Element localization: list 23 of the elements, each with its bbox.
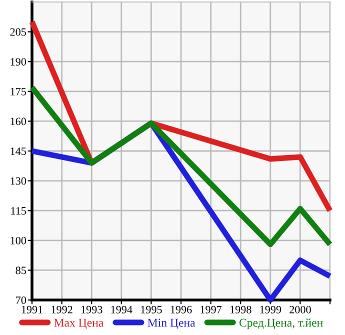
y-tick-label: 70: [16, 296, 26, 304]
legend-label: Сред.Цена, т.йен: [239, 318, 323, 330]
x-tick-label: 1999: [260, 306, 282, 314]
y-tick-label: 175: [10, 88, 26, 96]
x-tick-label: 1994: [111, 306, 132, 314]
x-tick-label: 1995: [141, 306, 162, 314]
x-tick-label: 1992: [52, 306, 72, 314]
y-tick-label: 205: [10, 28, 26, 36]
x-tick-label: 1997: [200, 306, 222, 314]
y-tick-label: 130: [10, 177, 26, 185]
y-tick-label: 160: [10, 118, 26, 126]
y-tick-label: 145: [10, 148, 26, 155]
x-tick-label: 1998: [230, 306, 252, 314]
x-tick-label: 1991: [22, 306, 42, 314]
y-tick-label: 115: [11, 207, 26, 215]
x-tick-label: 2000: [290, 306, 311, 314]
legend-label: Min Цена: [148, 318, 196, 330]
legend-label: Max Цена: [54, 318, 104, 330]
y-tick-label: 100: [10, 236, 26, 244]
x-tick-label: 1993: [81, 306, 102, 314]
x-tick-label: 1996: [170, 306, 192, 314]
y-tick-label: 85: [16, 266, 26, 274]
y-tick-label: 190: [10, 58, 26, 66]
